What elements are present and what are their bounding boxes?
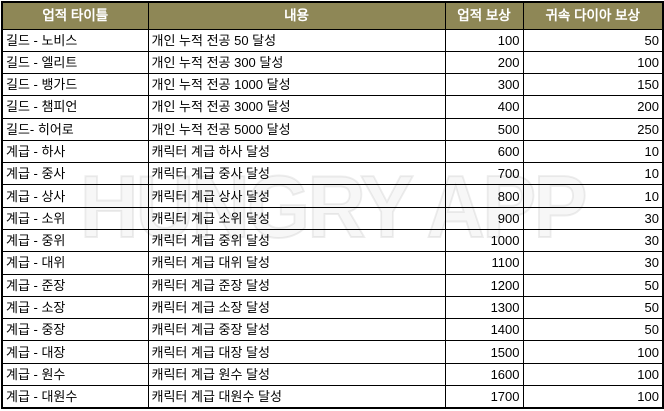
cell-description: 개인 누적 전공 1000 달성: [147, 73, 446, 97]
table-row: 길드 - 뱅가드 개인 누적 전공 1000 달성 300 150: [1, 73, 664, 97]
cell-achievement-reward: 100: [444, 28, 524, 52]
cell-description: 캐릭터 계급 중위 달성: [147, 229, 446, 253]
table-row: 길드- 히어로 개인 누적 전공 5000 달성 500 250: [1, 117, 664, 141]
cell-achievement-title: 계급 - 준장: [1, 273, 149, 297]
cell-bound-diamond-reward: 100: [522, 362, 664, 387]
table-row: 길드 - 챔피언 개인 누적 전공 3000 달성 400 200: [1, 95, 664, 119]
header-row: 업적 타이틀 내용 업적 보상 귀속 다이아 보상: [1, 1, 664, 30]
cell-achievement-title: 계급 - 대장: [1, 340, 149, 364]
cell-achievement-title: 계급 - 하사: [1, 139, 149, 164]
cell-achievement-title: 계급 - 중사: [1, 162, 149, 186]
cell-achievement-title: 길드 - 챔피언: [1, 95, 149, 119]
column-header-achievement-reward: 업적 보상: [444, 1, 524, 30]
cell-description: 개인 누적 전공 5000 달성: [147, 117, 446, 141]
cell-achievement-reward: 800: [444, 184, 524, 208]
cell-achievement-title: 길드 - 엘리트: [1, 50, 149, 75]
cell-description: 개인 누적 전공 300 달성: [147, 50, 446, 75]
cell-description: 캐릭터 계급 소위 달성: [147, 206, 446, 231]
cell-achievement-reward: 900: [444, 206, 524, 231]
table-row: 계급 - 대장 캐릭터 계급 대장 달성 1500 100: [1, 340, 664, 364]
cell-achievement-reward: 200: [444, 50, 524, 75]
cell-bound-diamond-reward: 50: [522, 273, 664, 297]
cell-achievement-reward: 600: [444, 139, 524, 164]
cell-achievement-title: 계급 - 대원수: [1, 385, 149, 409]
cell-achievement-reward: 1000: [444, 229, 524, 253]
table-row: 계급 - 상사 캐릭터 계급 상사 달성 800 10: [1, 184, 664, 208]
cell-achievement-title: 길드 - 뱅가드: [1, 73, 149, 97]
cell-description: 캐릭터 계급 대장 달성: [147, 340, 446, 364]
table-row: 계급 - 준장 캐릭터 계급 준장 달성 1200 50: [1, 273, 664, 297]
cell-bound-diamond-reward: 200: [522, 95, 664, 119]
cell-bound-diamond-reward: 100: [522, 50, 664, 75]
cell-description: 캐릭터 계급 소장 달성: [147, 295, 446, 320]
cell-bound-diamond-reward: 10: [522, 139, 664, 164]
cell-achievement-title: 계급 - 대위: [1, 251, 149, 275]
cell-description: 개인 누적 전공 50 달성: [147, 28, 446, 52]
cell-achievement-reward: 500: [444, 117, 524, 141]
cell-achievement-title: 계급 - 중장: [1, 318, 149, 342]
table-row: 계급 - 하사 캐릭터 계급 하사 달성 600 10: [1, 139, 664, 164]
cell-achievement-reward: 700: [444, 162, 524, 186]
cell-achievement-reward: 1500: [444, 340, 524, 364]
table-row: 계급 - 대위 캐릭터 계급 대위 달성 1100 30: [1, 251, 664, 275]
table-row: 길드 - 엘리트 개인 누적 전공 300 달성 200 100: [1, 50, 664, 75]
table-row: 계급 - 원수 캐릭터 계급 원수 달성 1600 100: [1, 362, 664, 387]
cell-achievement-reward: 1200: [444, 273, 524, 297]
cell-achievement-title: 계급 - 소장: [1, 295, 149, 320]
cell-achievement-title: 계급 - 소위: [1, 206, 149, 231]
cell-achievement-reward: 1300: [444, 295, 524, 320]
cell-bound-diamond-reward: 10: [522, 184, 664, 208]
cell-description: 캐릭터 계급 하사 달성: [147, 139, 446, 164]
cell-description: 캐릭터 계급 대원수 달성: [147, 385, 446, 409]
cell-bound-diamond-reward: 30: [522, 229, 664, 253]
cell-description: 캐릭터 계급 중사 달성: [147, 162, 446, 186]
cell-bound-diamond-reward: 100: [522, 340, 664, 364]
cell-bound-diamond-reward: 10: [522, 162, 664, 186]
cell-achievement-reward: 400: [444, 95, 524, 119]
cell-bound-diamond-reward: 250: [522, 117, 664, 141]
cell-achievement-title: 계급 - 중위: [1, 229, 149, 253]
cell-achievement-reward: 1400: [444, 318, 524, 342]
cell-achievement-reward: 1100: [444, 251, 524, 275]
cell-description: 캐릭터 계급 상사 달성: [147, 184, 446, 208]
cell-achievement-title: 계급 - 원수: [1, 362, 149, 387]
cell-achievement-title: 길드- 히어로: [1, 117, 149, 141]
table-row: 길드 - 노비스 개인 누적 전공 50 달성 100 50: [1, 28, 664, 52]
cell-achievement-reward: 300: [444, 73, 524, 97]
column-header-description: 내용: [147, 1, 446, 30]
table-row: 계급 - 소장 캐릭터 계급 소장 달성 1300 50: [1, 295, 664, 320]
cell-bound-diamond-reward: 50: [522, 318, 664, 342]
table-row: 계급 - 중위 캐릭터 계급 중위 달성 1000 30: [1, 229, 664, 253]
table-row: 계급 - 중장 캐릭터 계급 중장 달성 1400 50: [1, 318, 664, 342]
cell-description: 캐릭터 계급 대위 달성: [147, 251, 446, 275]
cell-bound-diamond-reward: 50: [522, 295, 664, 320]
cell-description: 캐릭터 계급 원수 달성: [147, 362, 446, 387]
cell-achievement-title: 계급 - 상사: [1, 184, 149, 208]
cell-achievement-reward: 1600: [444, 362, 524, 387]
rewards-table-body: 길드 - 노비스 개인 누적 전공 50 달성 100 50 길드 - 엘리트 …: [1, 28, 664, 409]
column-header-bound-diamond-reward: 귀속 다이아 보상: [522, 1, 664, 30]
cell-bound-diamond-reward: 30: [522, 206, 664, 231]
table-row: 계급 - 대원수 캐릭터 계급 대원수 달성 1700 100: [1, 385, 664, 409]
cell-bound-diamond-reward: 100: [522, 385, 664, 409]
cell-description: 개인 누적 전공 3000 달성: [147, 95, 446, 119]
column-header-achievement-title: 업적 타이틀: [1, 1, 149, 30]
cell-bound-diamond-reward: 50: [522, 28, 664, 52]
cell-description: 캐릭터 계급 준장 달성: [147, 273, 446, 297]
table-row: 계급 - 중사 캐릭터 계급 중사 달성 700 10: [1, 162, 664, 186]
cell-description: 캐릭터 계급 중장 달성: [147, 318, 446, 342]
cell-achievement-reward: 1700: [444, 385, 524, 409]
table-row: 계급 - 소위 캐릭터 계급 소위 달성 900 30: [1, 206, 664, 231]
cell-achievement-title: 길드 - 노비스: [1, 28, 149, 52]
cell-bound-diamond-reward: 150: [522, 73, 664, 97]
cell-bound-diamond-reward: 30: [522, 251, 664, 275]
